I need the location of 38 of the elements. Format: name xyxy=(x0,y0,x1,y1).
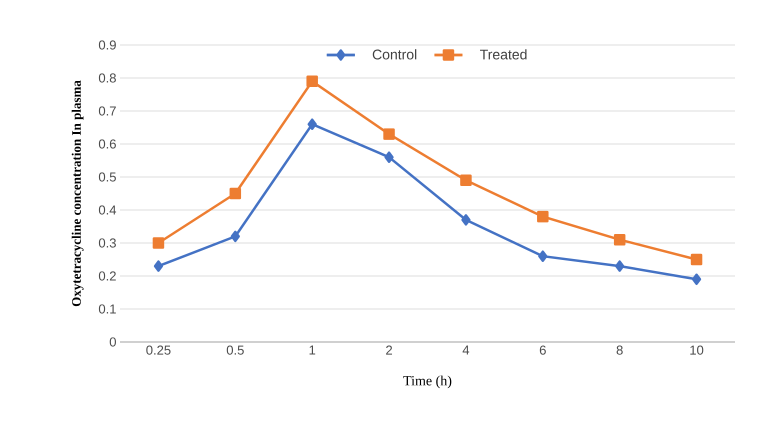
x-tick-label: 8 xyxy=(616,346,623,355)
y-tick-label: 0.7 xyxy=(98,106,116,116)
point xyxy=(308,118,317,130)
y-tick-label: 0.3 xyxy=(98,238,116,248)
point xyxy=(537,210,549,222)
x-tick-label: 6 xyxy=(540,346,546,355)
y-axis-title: Oxytetracycline concentration In plasma xyxy=(72,80,84,306)
y-tick-label: 0.9 xyxy=(98,40,116,50)
point xyxy=(154,260,164,272)
x-tick-label: 0.5 xyxy=(226,346,244,355)
x-tick-label: 0.25 xyxy=(146,346,171,355)
legend-label: Control xyxy=(372,49,416,60)
y-tick-label: 0.5 xyxy=(98,172,116,182)
x-axis-title: Time (h) xyxy=(403,376,452,388)
x-tick-label: 1 xyxy=(310,346,316,354)
point xyxy=(615,260,624,272)
y-tick-label: 0.4 xyxy=(98,205,116,215)
y-tick-label: 0.6 xyxy=(98,139,116,149)
x-tick-label: 2 xyxy=(386,346,392,355)
x-tick-label: 4 xyxy=(462,346,470,354)
point xyxy=(461,214,471,226)
point xyxy=(384,151,394,163)
point xyxy=(230,188,242,200)
point xyxy=(538,250,548,262)
y-tick-label: 0.8 xyxy=(98,73,116,83)
legend-label: Treated xyxy=(480,49,527,60)
point xyxy=(460,174,472,186)
x-tick-label: 10 xyxy=(690,346,704,355)
point xyxy=(692,274,702,286)
point xyxy=(152,237,164,249)
point xyxy=(614,234,626,246)
point xyxy=(306,76,318,88)
point xyxy=(383,128,395,140)
y-tick-label: 0 xyxy=(110,337,116,347)
point xyxy=(230,230,240,242)
y-tick-label: 0.1 xyxy=(98,304,116,314)
y-tick-label: 0.2 xyxy=(98,271,116,281)
point xyxy=(690,254,702,266)
